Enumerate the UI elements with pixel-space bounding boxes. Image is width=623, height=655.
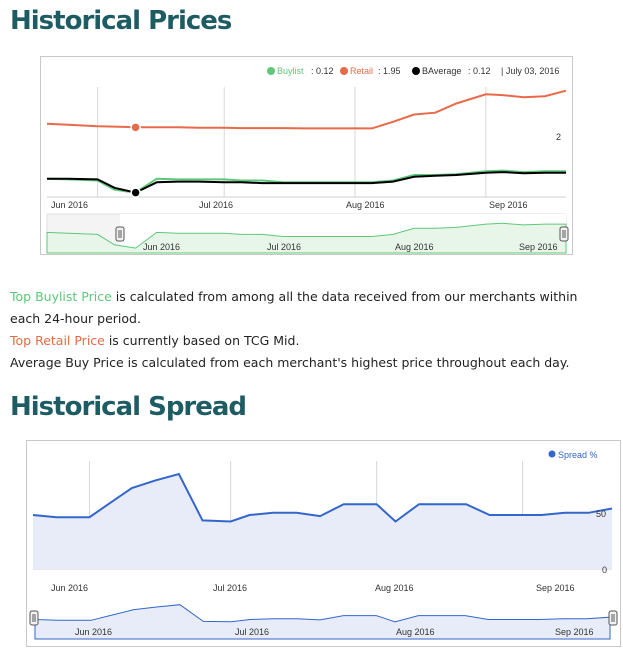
- navigator-left-handle[interactable]: [29, 610, 39, 626]
- nav-tick-label: Aug 2016: [395, 242, 434, 252]
- spread-area-fill: [33, 474, 612, 569]
- average-hover-marker: [130, 187, 141, 198]
- x-tick-label: Jun 2016: [51, 583, 88, 593]
- buylist-description: Top Buylist Price is calculated from amo…: [10, 286, 610, 330]
- x-tick-label: Jul 2016: [199, 200, 233, 210]
- nav-tick-label: Jun 2016: [75, 627, 112, 637]
- prices-legend: Buylist : 0.12 Retail : 1.95 BAverage : …: [267, 66, 559, 76]
- spread-legend-label[interactable]: Spread %: [558, 450, 598, 460]
- prices-y-tick: 2: [556, 132, 561, 142]
- spread-legend: Spread %: [548, 450, 598, 460]
- x-tick-label: Sep 2016: [536, 583, 575, 593]
- nav-tick-label: Jun 2016: [143, 242, 180, 252]
- series-line-retail: [46, 89, 567, 130]
- prices-chart-svg: Buylist : 0.12 Retail : 1.95 BAverage : …: [46, 66, 569, 254]
- historical-prices-title: Historical Prices: [10, 6, 232, 36]
- retail-description: Top Retail Price is currently based on T…: [10, 330, 610, 352]
- average-legend-value: : 0.12: [468, 66, 491, 76]
- spread-chart-svg: Spread % 50 0 Jun 2016 Jul 2016 Aug 2016 Se…: [29, 450, 618, 640]
- retail-term: Top Retail Price: [10, 333, 105, 348]
- prices-chart: Buylist : 0.12 Retail : 1.95 BAverage : …: [40, 56, 573, 255]
- retail-hover-marker: [130, 122, 141, 133]
- average-legend-marker: [412, 67, 420, 75]
- prices-series: [46, 89, 567, 198]
- x-tick-label: Sep 2016: [489, 200, 528, 210]
- nav-tick-label: Aug 2016: [396, 627, 435, 637]
- spread-y-tick-50: 50: [596, 509, 606, 519]
- series-line-baverage: [47, 171, 566, 194]
- average-legend-label[interactable]: BAverage: [422, 66, 461, 76]
- nav-tick-label: Jul 2016: [235, 627, 269, 637]
- spread-series: [32, 472, 613, 569]
- historical-spread-title: Historical Spread: [10, 392, 247, 422]
- prices-grid: [47, 87, 566, 198]
- buylist-text: is calculated from among all the data re…: [10, 289, 578, 326]
- retail-legend-value: : 1.95: [378, 66, 401, 76]
- navigator-right-handle[interactable]: [559, 226, 569, 242]
- x-tick-label: Aug 2016: [346, 200, 385, 210]
- prices-x-ticks: Jun 2016 Jul 2016 Aug 2016 Sep 2016: [51, 200, 528, 210]
- legend-date: | July 03, 2016: [501, 66, 559, 76]
- spread-y-tick-0: 0: [602, 565, 607, 575]
- x-tick-label: Aug 2016: [375, 583, 414, 593]
- spread-chart: Spread % 50 0 Jun 2016 Jul 2016 Aug 2016 Se…: [26, 440, 621, 647]
- prices-navigator[interactable]: Jun 2016 Jul 2016 Aug 2016 Sep 2016: [46, 213, 569, 254]
- average-description: Average Buy Price is calculated from eac…: [10, 352, 610, 374]
- nav-tick-label: Sep 2016: [519, 242, 558, 252]
- buylist-legend-value: : 0.12: [311, 66, 334, 76]
- retail-text: is currently based on TCG Mid.: [104, 333, 300, 348]
- buylist-term: Top Buylist Price: [10, 289, 112, 304]
- navigator-left-handle[interactable]: [115, 226, 125, 242]
- retail-legend-marker: [340, 67, 348, 75]
- x-tick-label: Jun 2016: [51, 200, 88, 210]
- nav-tick-label: Sep 2016: [555, 627, 594, 637]
- spread-navigator[interactable]: Jun 2016 Jul 2016 Aug 2016 Sep 2016: [29, 604, 618, 640]
- average-text: is calculated from each merchant's highe…: [123, 355, 570, 370]
- average-term: Average Buy Price: [10, 355, 124, 370]
- spread-legend-marker: [548, 450, 556, 458]
- retail-legend-label[interactable]: Retail: [350, 66, 373, 76]
- navigator-area: [46, 222, 567, 254]
- navigator-right-handle[interactable]: [608, 610, 618, 626]
- x-tick-label: Jul 2016: [213, 583, 247, 593]
- spread-line: [32, 472, 613, 523]
- spread-x-ticks: Jun 2016 Jul 2016 Aug 2016 Sep 2016: [51, 583, 575, 593]
- buylist-legend-label[interactable]: Buylist: [277, 66, 304, 76]
- navigator-area: [34, 604, 611, 640]
- nav-tick-label: Jul 2016: [267, 242, 301, 252]
- buylist-legend-marker: [267, 67, 275, 75]
